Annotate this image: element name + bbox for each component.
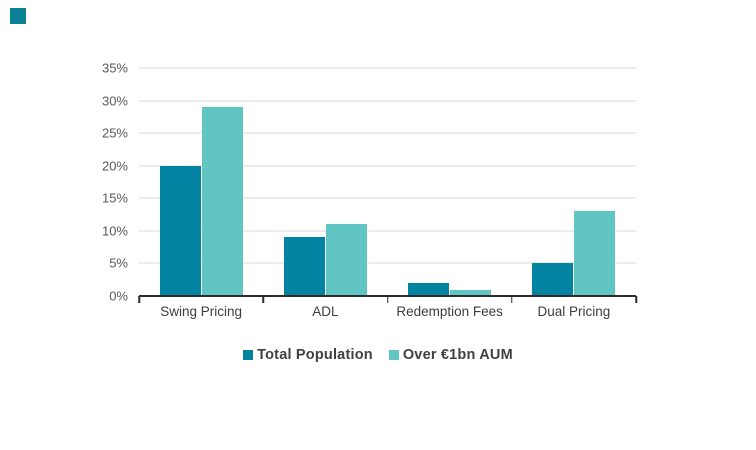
y-axis-tick-label: 20%	[101, 158, 128, 174]
gridline	[139, 197, 636, 199]
y-axis-tick-label: 35%	[101, 60, 128, 76]
bar-over-1bn-aum	[325, 224, 367, 296]
gridline	[139, 132, 636, 134]
y-axis-tick-label: 30%	[101, 93, 128, 109]
y-axis-tick-label: 15%	[101, 190, 128, 206]
category-label: Swing Pricing	[160, 304, 243, 319]
y-axis-tick-label: 25%	[101, 125, 128, 141]
x-axis-tick	[511, 296, 513, 303]
legend-swatch-icon	[388, 350, 399, 360]
category-label: ADL	[312, 304, 339, 319]
corner-accent-square	[10, 8, 26, 24]
legend-label: Over €1bn AUM	[402, 347, 513, 363]
legend-item: Over €1bn AUM	[388, 347, 513, 363]
legend-item: Total Population	[243, 347, 373, 363]
x-axis-tick	[386, 296, 389, 303]
x-axis-tick	[635, 296, 637, 303]
gridline	[139, 67, 636, 69]
legend: Total Population Over €1bn AUM	[0, 347, 756, 363]
x-axis-tick	[138, 296, 140, 303]
bar-group	[139, 68, 263, 296]
bar-total-population	[408, 282, 450, 296]
bar-over-1bn-aum	[450, 289, 492, 296]
category-label: Dual Pricing	[537, 304, 611, 319]
y-axis-tick-label: 0%	[109, 288, 128, 304]
gridline	[139, 100, 636, 102]
plot-area: 0% 5% 10% 15% 20% 25% 30% 35% Swing Pricing ADL Re…	[102, 61, 637, 319]
legend-swatch-icon	[243, 350, 254, 360]
y-axis-tick-label: 5%	[109, 255, 128, 271]
gridline	[139, 230, 636, 232]
bar-total-population	[159, 165, 201, 296]
bar-over-1bn-aum	[574, 211, 616, 296]
bar-group	[388, 68, 512, 296]
x-axis-tick	[262, 296, 264, 303]
bar-total-population	[532, 263, 574, 296]
bar-total-population	[283, 237, 325, 296]
y-axis-tick-label: 10%	[101, 223, 128, 239]
category-label: Redemption Fees	[396, 304, 503, 319]
gridline	[139, 262, 636, 264]
bar-group	[512, 68, 636, 296]
gridline	[139, 165, 636, 167]
legend-label: Total Population	[257, 347, 373, 363]
bar-over-1bn-aum	[201, 107, 243, 296]
bar-group	[263, 68, 387, 296]
